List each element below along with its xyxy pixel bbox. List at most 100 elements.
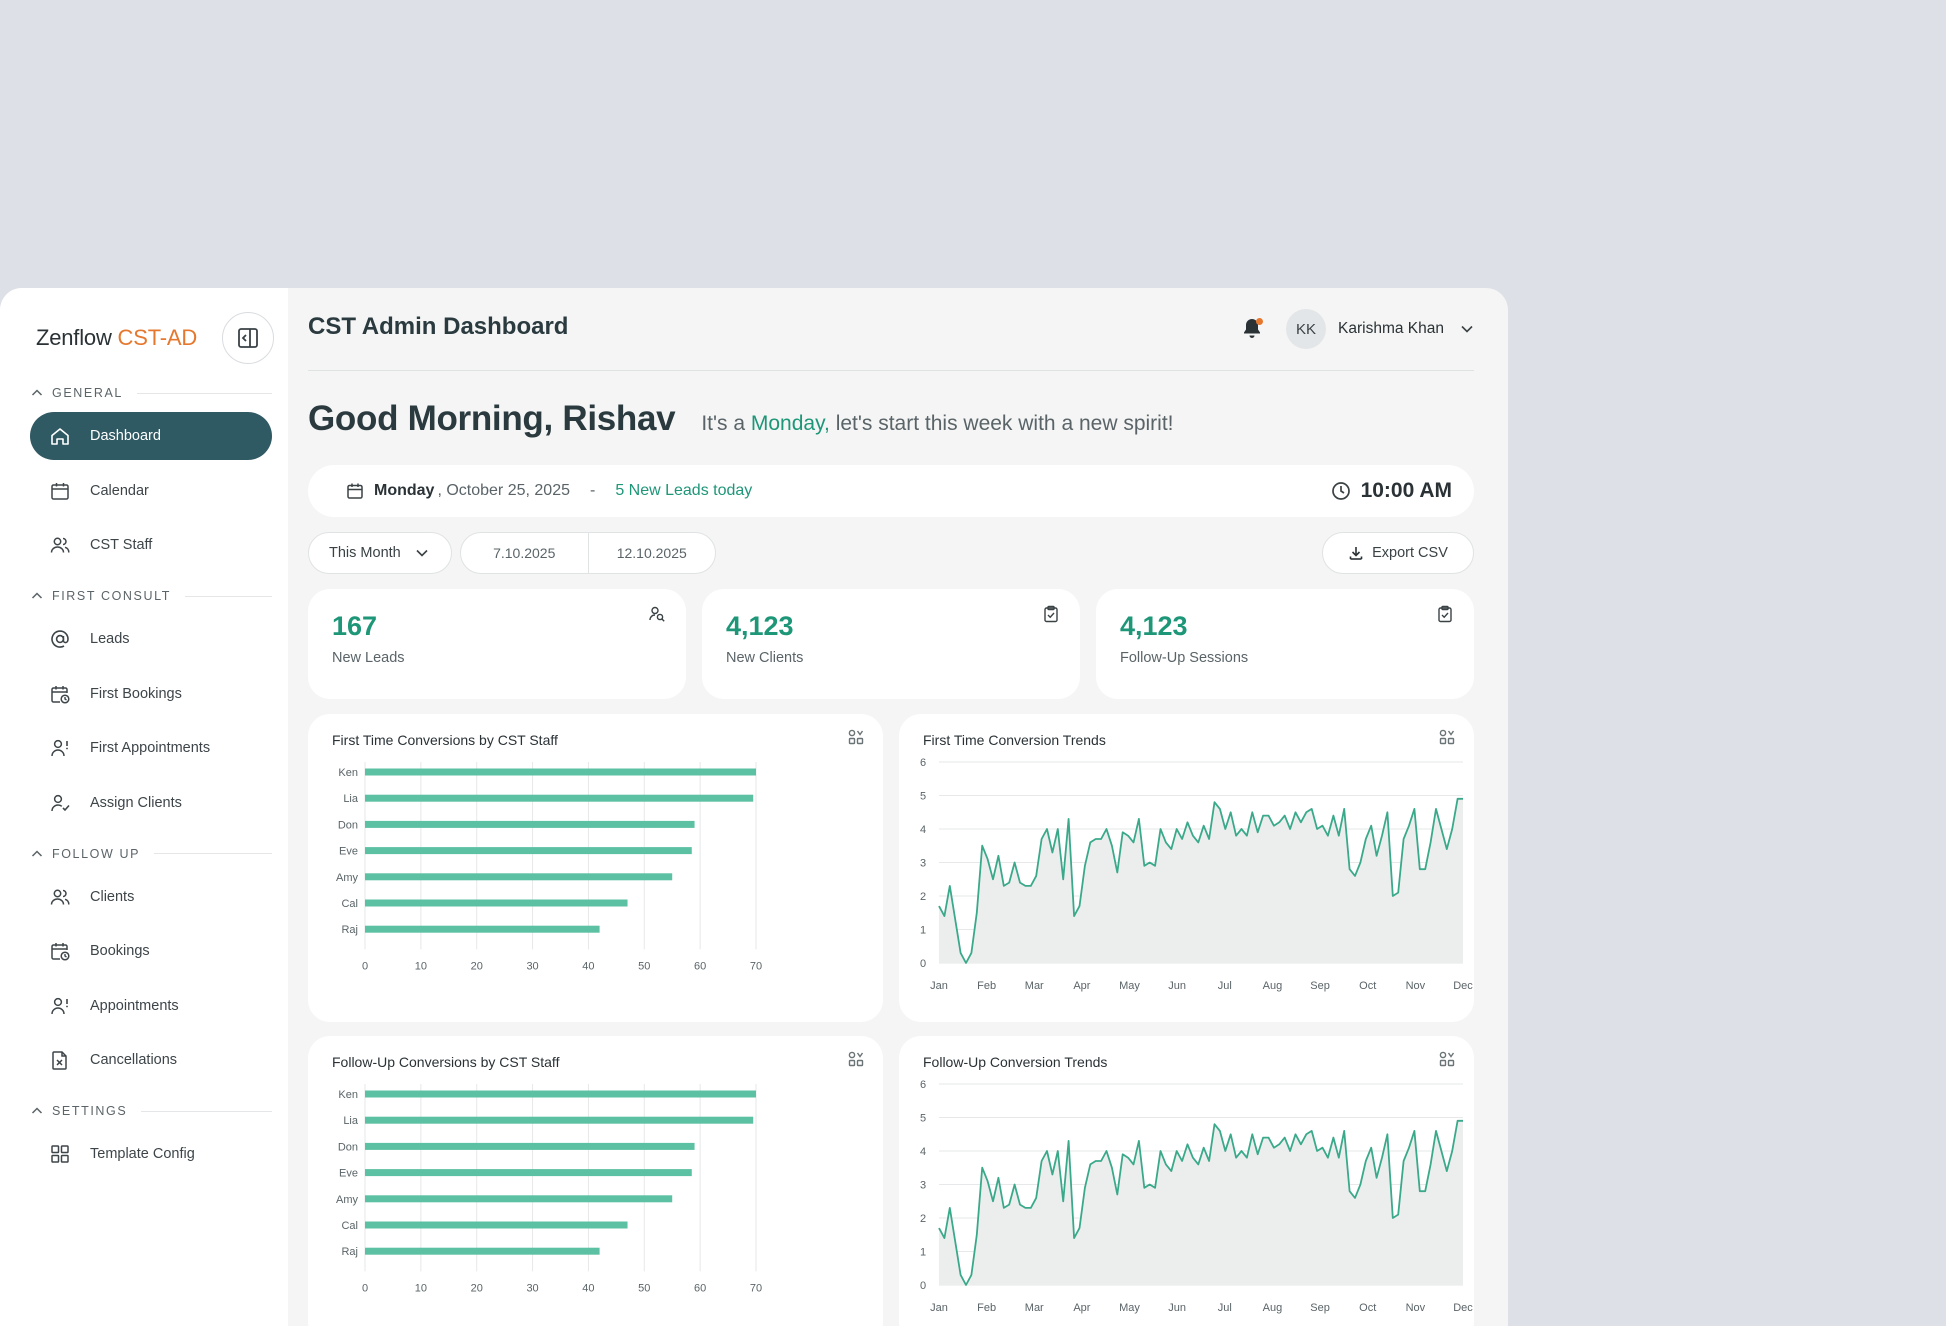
x-tick-label: 60	[694, 960, 706, 972]
chart-options-icon[interactable]	[1438, 1050, 1456, 1068]
bar-raj[interactable]	[365, 1247, 600, 1255]
category-label: Cal	[341, 1220, 358, 1232]
y-tick-label: 5	[920, 791, 926, 803]
y-tick-label: 0	[920, 958, 926, 970]
chart-options-icon[interactable]	[1438, 728, 1456, 746]
chart-options-icon[interactable]	[847, 728, 865, 746]
x-tick-label: Nov	[1406, 980, 1426, 992]
x-tick-label: Feb	[977, 980, 996, 992]
bar-lia[interactable]	[365, 794, 754, 802]
section-header-first-consult[interactable]: FIRST CONSULT	[30, 587, 272, 605]
bar-lia[interactable]	[365, 1116, 754, 1124]
bar-eve[interactable]	[365, 1169, 692, 1177]
calendar-clock-icon	[48, 939, 72, 963]
sidebar-item-template-config[interactable]: Template Config	[30, 1130, 272, 1178]
new-leads-today[interactable]: 5 New Leads today	[615, 482, 753, 499]
x-tick-label: 10	[415, 960, 427, 972]
y-tick-label: 3	[920, 858, 926, 870]
brand-name: Zenflow	[36, 325, 118, 350]
export-csv-label: Export CSV	[1372, 545, 1448, 561]
bar-chart: 0 10 20 30 40 50 60 70 Ken Lia Don Eve Amy Cal Raj	[336, 762, 762, 972]
sidebar-item-dashboard[interactable]: Dashboard	[30, 412, 272, 460]
category-label: Amy	[336, 872, 359, 884]
sidebar-item-first-bookings[interactable]: First Bookings	[30, 670, 272, 718]
sidebar-item-first-appointments[interactable]: First Appointments	[30, 724, 272, 772]
chart-options-icon[interactable]	[847, 1050, 865, 1068]
download-icon	[1349, 547, 1363, 560]
stat-card-new-leads[interactable]: 167 New Leads	[308, 589, 686, 699]
sidebar-item-clients[interactable]: Clients	[30, 873, 272, 921]
sidebar-item-calendar[interactable]: Calendar	[30, 467, 272, 515]
date-to-field[interactable]: 12.10.2025	[587, 533, 716, 573]
date-from-field[interactable]: 7.10.2025	[493, 545, 556, 561]
sidebar-item-assign-clients[interactable]: Assign Clients	[30, 779, 272, 827]
x-tick-label: Mar	[1025, 1302, 1044, 1314]
chart-card-first-time-by-staff: First Time Conversions by CST Staff 0 10 2…	[308, 714, 883, 1022]
charts-grid: First Time Conversions by CST Staff 0 10 2…	[308, 714, 1474, 1326]
y-tick-label: 6	[920, 1079, 926, 1091]
bar-amy[interactable]	[365, 873, 673, 881]
bar-eve[interactable]	[365, 847, 692, 855]
avatar[interactable]: KK	[1286, 309, 1327, 349]
x-tick-label: Feb	[977, 1302, 996, 1314]
date-separator: -	[589, 482, 596, 499]
x-tick-label: Apr	[1073, 980, 1090, 992]
x-tick-label: 30	[526, 1282, 538, 1294]
y-tick-label: 2	[920, 1213, 926, 1225]
chart-card-follow-up-trends: Follow-Up Conversion Trends 0 1 2 3 4 5 6 Jan Fe…	[899, 1036, 1474, 1326]
x-tick-label: 60	[694, 1282, 706, 1294]
period-select[interactable]: This Month	[308, 532, 452, 574]
sidebar-item-bookings[interactable]: Bookings	[30, 927, 272, 975]
divider	[184, 595, 272, 597]
stat-value: 4,123	[726, 611, 794, 641]
x-tick-label: 0	[362, 1282, 368, 1294]
x-tick-label: May	[1119, 980, 1140, 992]
collapse-sidebar-button[interactable]	[222, 312, 274, 364]
time-value: 10:00 AM	[1360, 479, 1452, 502]
sidebar-item-label: Calendar	[90, 482, 149, 499]
sidebar-item-leads[interactable]: Leads	[30, 615, 272, 663]
y-tick-label: 5	[920, 1113, 926, 1125]
export-csv-button[interactable]: Export CSV	[1322, 532, 1474, 574]
section-header-general[interactable]: GENERAL	[30, 384, 272, 402]
bar-ken[interactable]	[365, 768, 756, 776]
sidebar-item-cst-staff[interactable]: CST Staff	[30, 521, 272, 569]
chevron-down-icon[interactable]	[1460, 322, 1474, 336]
section-header-settings[interactable]: SETTINGS	[30, 1102, 272, 1120]
bar-raj[interactable]	[365, 925, 600, 933]
category-label: Ken	[338, 1089, 358, 1101]
sidebar-item-cancellations[interactable]: Cancellations	[30, 1036, 272, 1084]
bar-ken[interactable]	[365, 1090, 756, 1098]
stat-card-new-clients[interactable]: 4,123 New Clients	[702, 589, 1080, 699]
bar-cal[interactable]	[365, 1221, 628, 1229]
area-chart: 0 1 2 3 4 5 6 Jan Feb Mar Apr May Jun Jul Aug Sep Oct Nov…	[920, 757, 1473, 992]
bar-don[interactable]	[365, 820, 695, 828]
grid-icon	[48, 1142, 72, 1166]
clipboard-check-icon	[1438, 605, 1452, 623]
category-label: Amy	[336, 1194, 359, 1206]
greeting-row: Good Morning, Rishav It's a Monday, let'…	[308, 399, 1474, 445]
bar-amy[interactable]	[365, 1195, 673, 1203]
at-icon	[48, 627, 72, 651]
bar-don[interactable]	[365, 1142, 695, 1150]
category-label: Raj	[341, 924, 358, 936]
section-header-follow-up[interactable]: FOLLOW UP	[30, 845, 272, 863]
category-label: Lia	[343, 1115, 359, 1127]
stat-card-follow-up-sessions[interactable]: 4,123 Follow-Up Sessions	[1096, 589, 1474, 699]
sidebar-item-label: Clients	[90, 888, 135, 905]
sidebar-item-appointments[interactable]: Appointments	[30, 982, 272, 1030]
chart-title: Follow-Up Conversions by CST Staff	[332, 1054, 560, 1070]
clock-icon	[1331, 482, 1350, 500]
category-label: Eve	[339, 846, 358, 858]
greeting-sub-suffix: let's start this week with a new spirit!	[829, 412, 1174, 435]
sidebar-item-label: Template Config	[90, 1146, 195, 1162]
trend-line[interactable]	[938, 797, 1463, 964]
x-tick-label: Dec	[1453, 980, 1473, 992]
notifications-button[interactable]	[1242, 317, 1264, 341]
y-tick-label: 2	[920, 891, 926, 903]
user-name[interactable]: Karishma Khan	[1338, 320, 1444, 337]
bar-cal[interactable]	[365, 899, 628, 907]
x-tick-label: Dec	[1453, 1302, 1473, 1314]
date-range-picker[interactable]: 7.10.2025 12.10.2025	[460, 532, 716, 574]
trend-line[interactable]	[938, 1119, 1463, 1286]
